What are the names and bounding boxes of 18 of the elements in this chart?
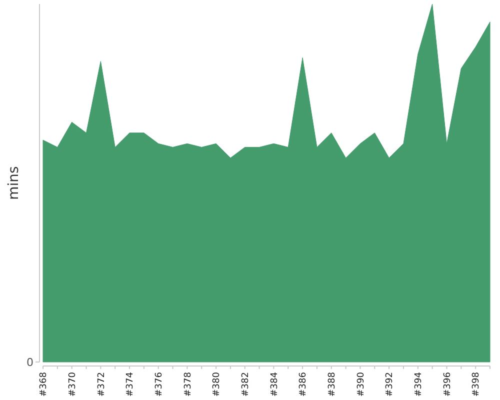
x-tick-label: #378 — [183, 372, 194, 397]
x-tick-label: #376 — [154, 372, 165, 397]
y-axis-title: mins — [6, 166, 22, 200]
x-tick-label: #398 — [472, 372, 482, 397]
x-tick-label: #382 — [241, 372, 252, 397]
x-tick-label: #394 — [414, 372, 424, 397]
x-tick-label: #386 — [298, 372, 309, 397]
x-tick-label: #396 — [442, 372, 453, 397]
x-tick-label: #374 — [126, 372, 136, 397]
x-tick-label: #390 — [356, 372, 366, 397]
x-tick-label: #372 — [96, 372, 107, 397]
x-tick-label: #380 — [212, 372, 222, 397]
text: 0 — [26, 356, 34, 369]
x-tick-label: #388 — [328, 372, 338, 397]
x-tick-label: #370 — [68, 372, 78, 397]
x-tick-label: #392 — [385, 372, 396, 397]
x-tick-label: #384 — [270, 372, 280, 397]
x-tick-label: #368 — [39, 372, 50, 397]
